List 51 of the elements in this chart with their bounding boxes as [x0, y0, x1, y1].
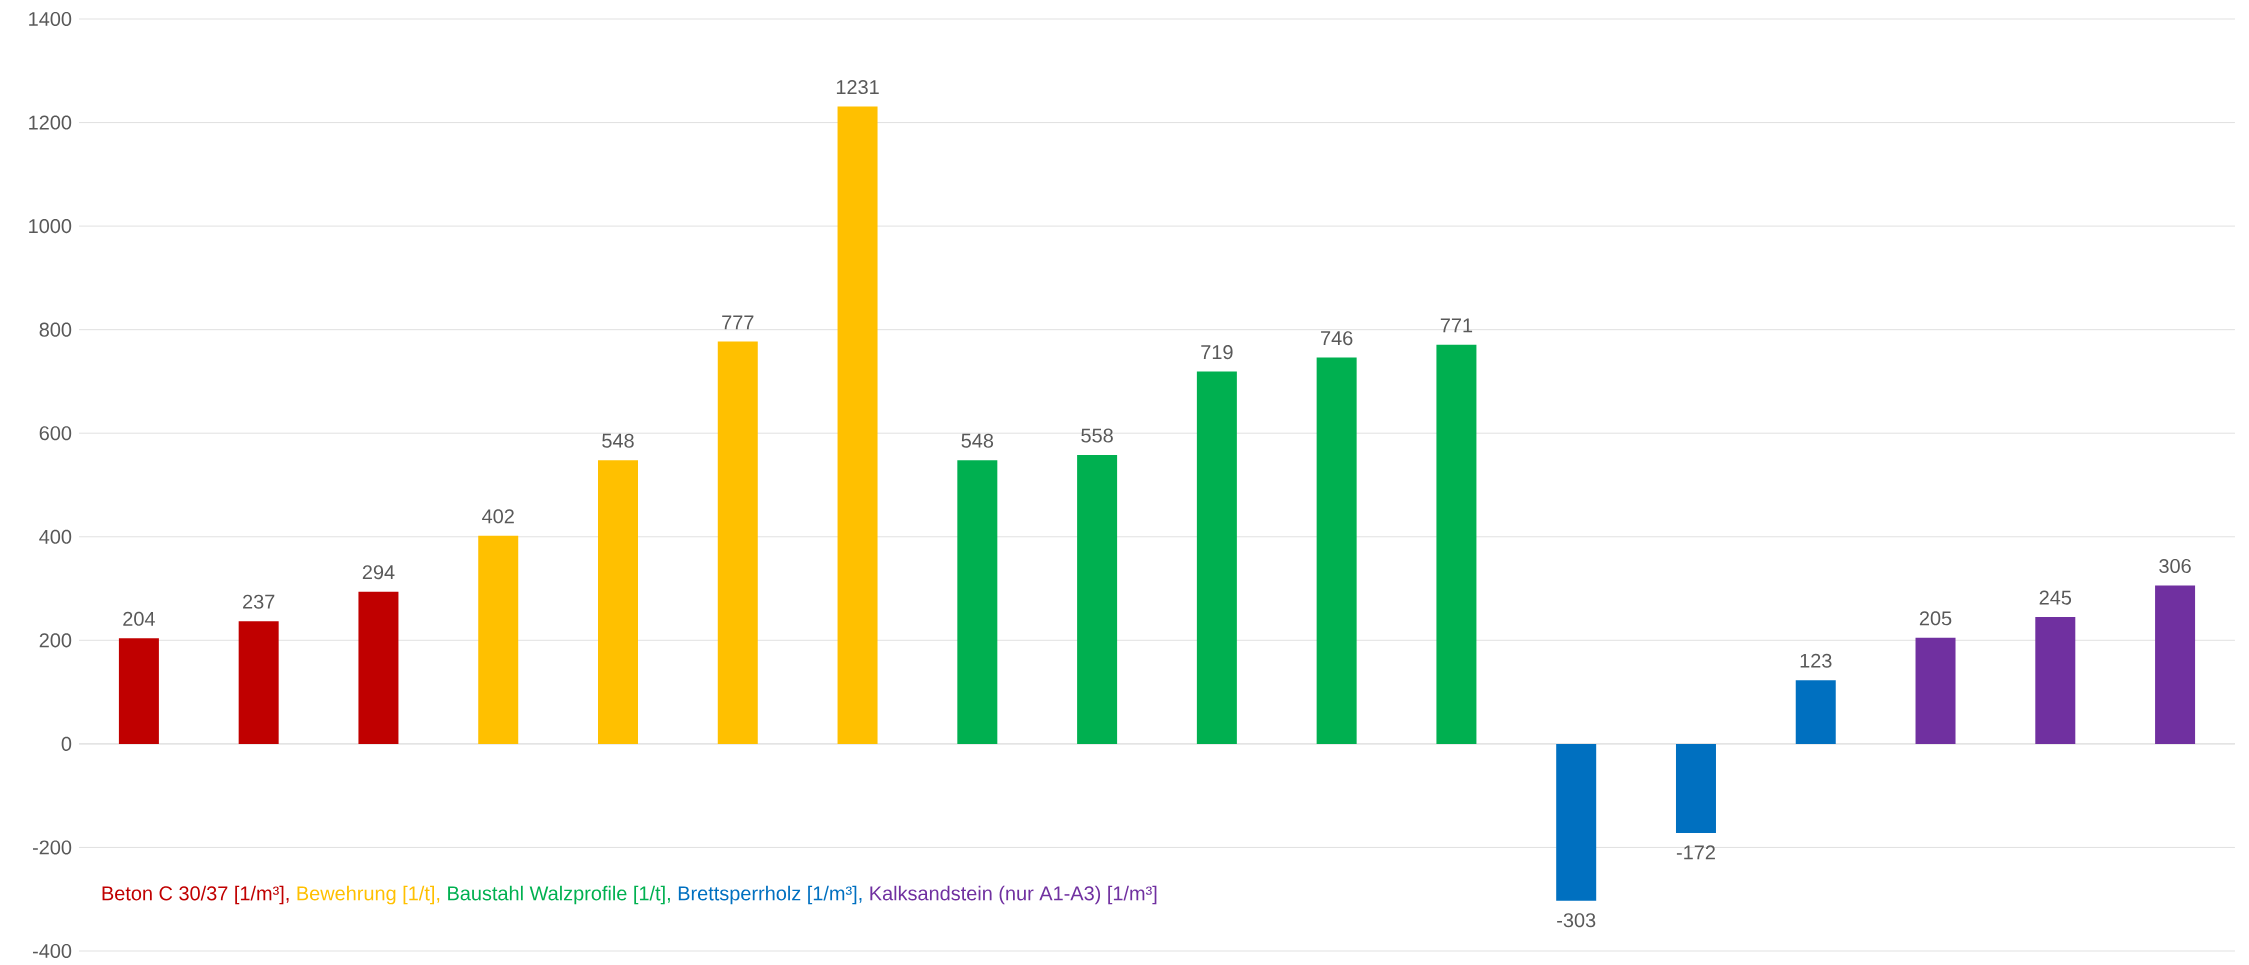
- bar: [1675, 744, 1716, 834]
- bar: [118, 638, 159, 745]
- data-label: -303: [1557, 913, 1596, 928]
- text: Kalksandstein (nur A1-A3) [1/m³]: [870, 885, 1157, 905]
- data-label: 245: [2039, 590, 2072, 605]
- data-label: 777: [722, 315, 754, 330]
- y-tick-label: 600: [39, 426, 72, 441]
- bar: [358, 591, 399, 745]
- bar: [2155, 585, 2196, 745]
- data-label: 558: [1081, 428, 1113, 443]
- data-label: 237: [243, 594, 275, 609]
- bar: [478, 535, 519, 745]
- bar: [837, 106, 878, 745]
- bar: [1556, 744, 1597, 901]
- data-label: 205: [1919, 611, 1952, 626]
- bar: [1196, 371, 1237, 745]
- text: Baustahl Walzprofile [1/t],: [448, 885, 670, 905]
- text: Bewehrung [1/t],: [297, 885, 440, 905]
- y-tick-label: 400: [39, 529, 72, 544]
- data-label: -172: [1676, 845, 1715, 860]
- data-label: 1231: [836, 80, 879, 95]
- y-tick-label: 1400: [29, 12, 72, 27]
- data-label: 204: [123, 611, 155, 627]
- data-label: 719: [1201, 345, 1233, 360]
- bar: [2035, 617, 2076, 745]
- bar: [1795, 680, 1836, 745]
- text: Beton C 30/37 [1/m³],: [102, 885, 289, 905]
- y-tick-label: 1200: [29, 115, 72, 130]
- y-tick-label: -200: [32, 840, 72, 855]
- data-label: 771: [1440, 318, 1473, 333]
- bar: [238, 621, 279, 745]
- data-label: 548: [961, 433, 994, 448]
- data-label: 294: [362, 565, 395, 580]
- y-tick-label: 1000: [29, 219, 72, 234]
- bar: [1915, 637, 1956, 745]
- data-label: 746: [1321, 331, 1353, 346]
- bar: [598, 460, 638, 745]
- data-label: 548: [602, 433, 634, 448]
- bar: [1316, 357, 1357, 745]
- y-tick-label: -400: [32, 944, 72, 959]
- bar: [1077, 455, 1118, 745]
- y-tick-label: 0: [61, 736, 72, 752]
- bar: [717, 341, 758, 745]
- y-tick-label: 200: [39, 633, 72, 648]
- bar: [957, 460, 998, 745]
- bar: [1436, 344, 1477, 745]
- data-label: 306: [2159, 559, 2191, 574]
- text: Brettsperrholz [1/m³],: [678, 885, 862, 905]
- data-label: 402: [482, 509, 514, 524]
- data-label: 123: [1800, 653, 1832, 668]
- y-tick-label: 800: [39, 322, 72, 337]
